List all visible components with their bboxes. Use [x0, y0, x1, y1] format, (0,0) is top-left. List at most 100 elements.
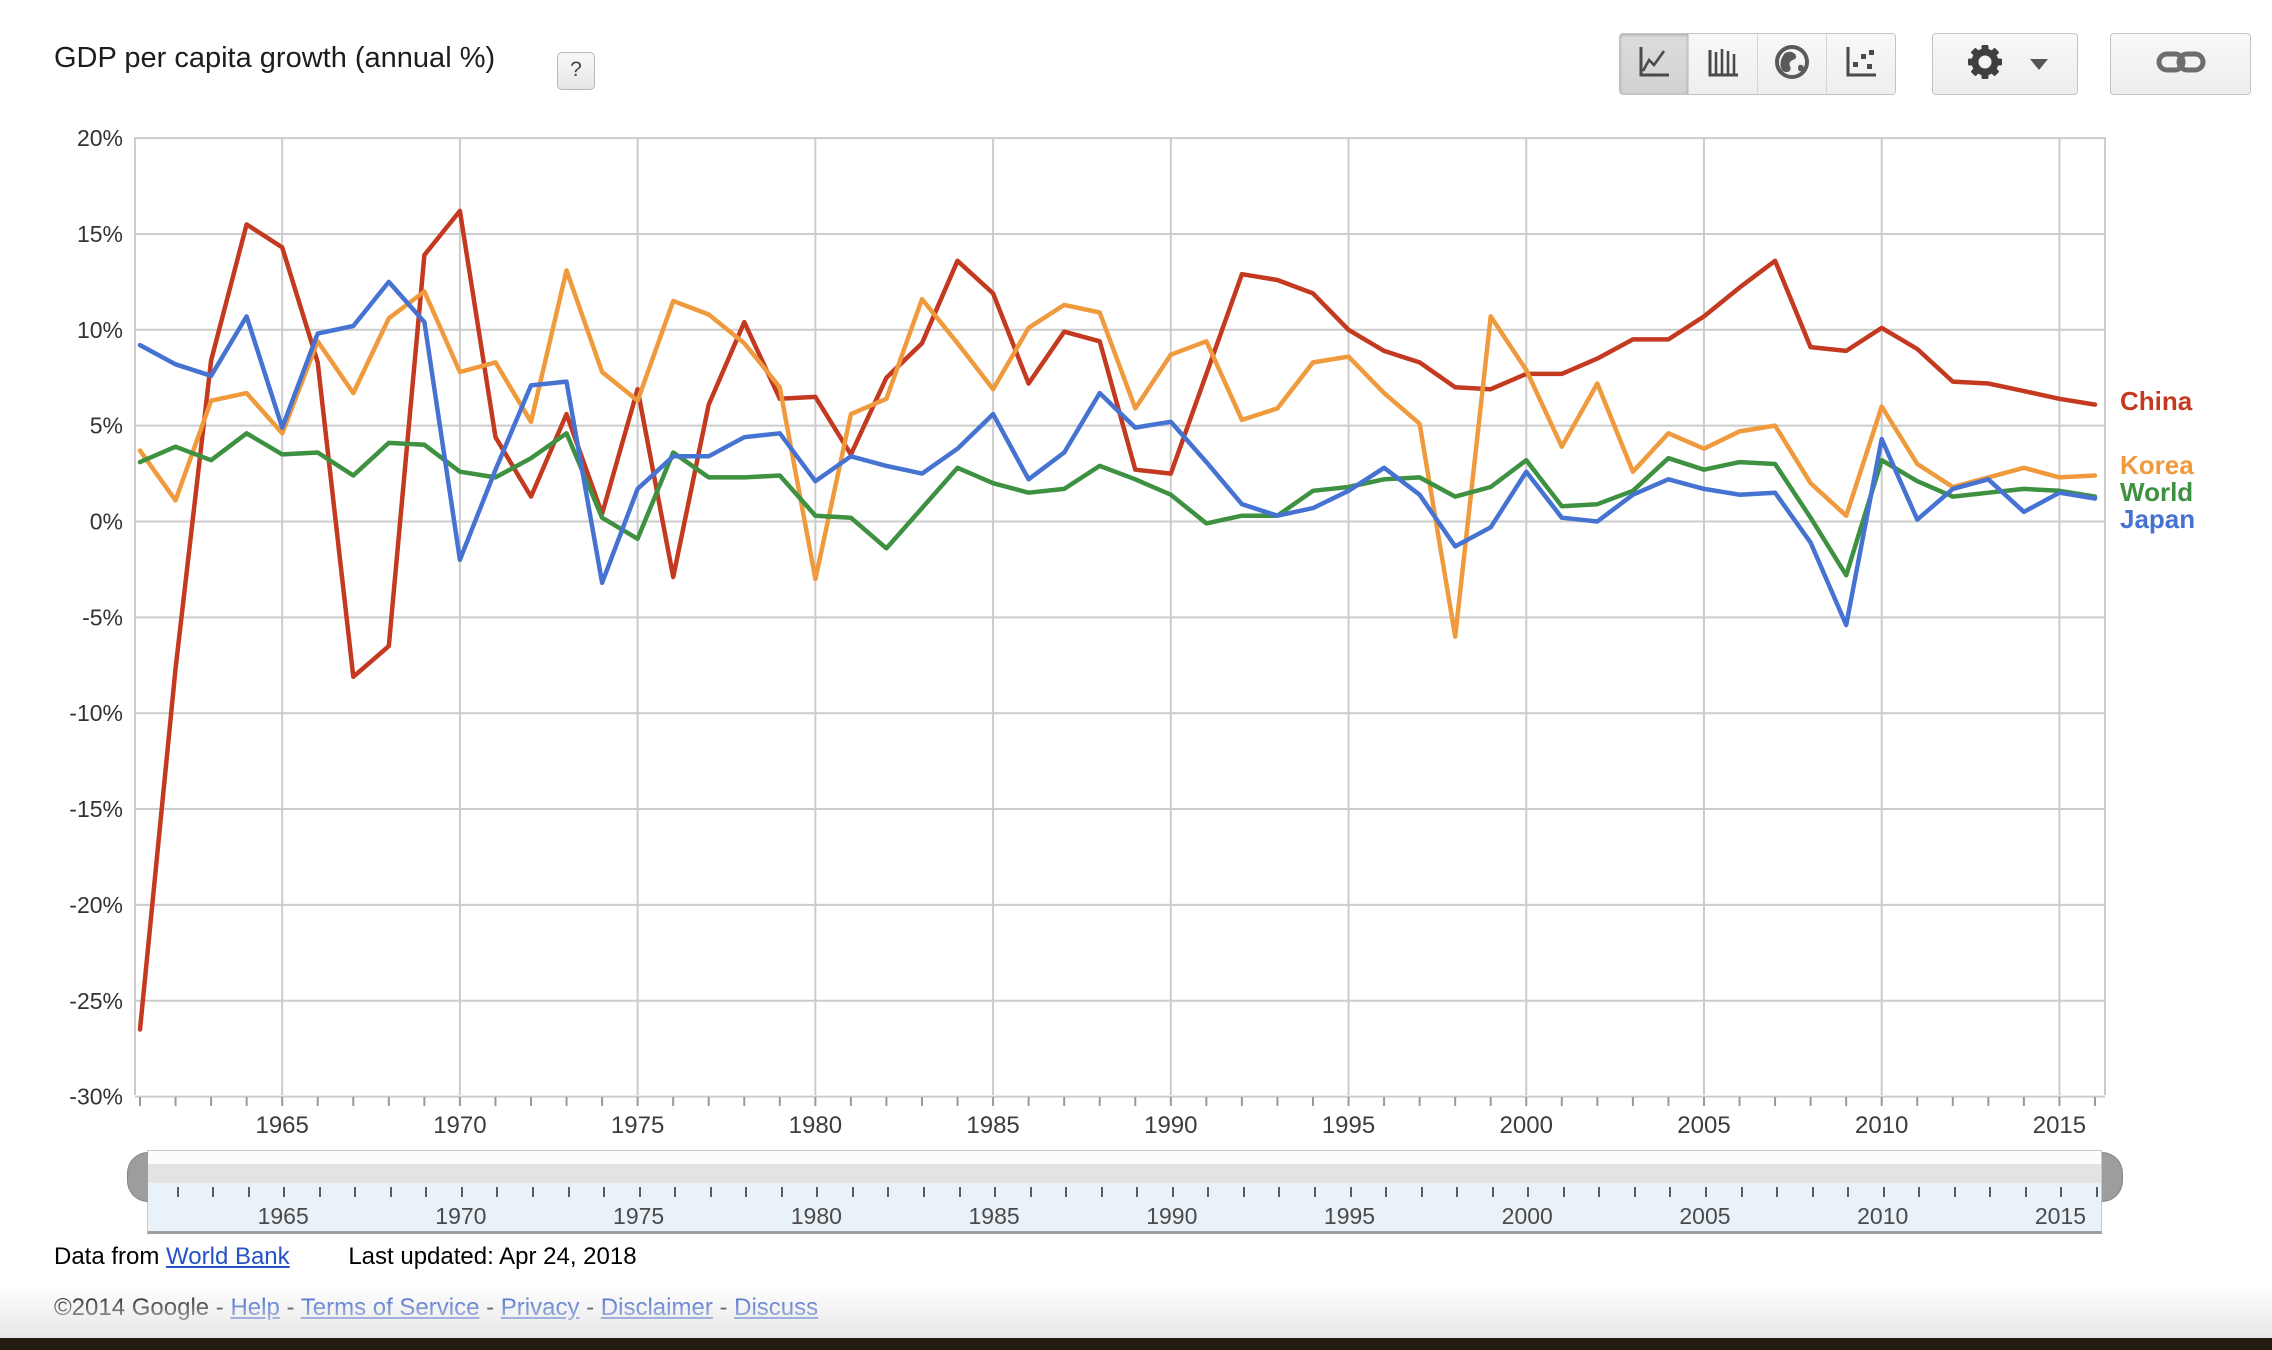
series-line-china[interactable]: [137, 208, 2098, 1032]
series-line-world[interactable]: [137, 431, 2098, 578]
x-axis-label: 2010: [1855, 1112, 1908, 1139]
slider-tick: [354, 1187, 357, 1197]
copyright-line: ©2014 Google - Help - Terms of Service -…: [54, 1294, 818, 1322]
slider-tick: [603, 1187, 606, 1197]
slider-tick: [1669, 1187, 1672, 1197]
slider-tick: [283, 1187, 286, 1197]
slider-tick: [1420, 1187, 1423, 1197]
x-axis-label: 1965: [255, 1112, 308, 1139]
slider-tick: [2095, 1187, 2098, 1197]
slider-tick: [1171, 1187, 1174, 1197]
slider-year-label: 1980: [790, 1203, 842, 1229]
slider-tick: [1278, 1187, 1281, 1197]
y-axis-label: -20%: [69, 892, 123, 918]
footer-separator: -: [279, 1294, 301, 1321]
slider-tick: [674, 1187, 677, 1197]
legend-item-china: China: [2120, 386, 2193, 416]
x-axis-label: 1985: [966, 1112, 1019, 1139]
slider-tick: [176, 1187, 179, 1197]
slider-year-label: 1985: [968, 1203, 1020, 1229]
slider-tick: [1313, 1187, 1316, 1197]
slider-year-label: 2010: [1857, 1203, 1909, 1229]
slider-tick: [567, 1187, 570, 1197]
slider-tick: [1491, 1187, 1494, 1197]
footer-link-terms-of-service[interactable]: Terms of Service: [300, 1294, 480, 1321]
footer-link-disclaimer[interactable]: Disclaimer: [600, 1294, 713, 1321]
slider-tick: [1349, 1187, 1352, 1197]
y-axis-label: 0%: [90, 509, 123, 535]
world-bank-link[interactable]: World Bank: [166, 1243, 290, 1270]
slider-tick: [1847, 1187, 1850, 1197]
slider-tick: [1953, 1187, 1956, 1197]
legend-item-korea: Korea: [2120, 450, 2194, 480]
series-line-japan[interactable]: [137, 279, 2098, 628]
slider-tick: [1989, 1187, 1992, 1197]
slider-tick: [1065, 1187, 1068, 1197]
x-axis-label: 1990: [1144, 1112, 1197, 1139]
bar-chart-icon: [1703, 42, 1743, 87]
footer-link-discuss[interactable]: Discuss: [734, 1294, 819, 1321]
slider-tick: [851, 1187, 854, 1197]
slider-tick: [780, 1187, 783, 1197]
slider-tick: [1207, 1187, 1210, 1197]
slider-tick: [1100, 1187, 1103, 1197]
line-chart-icon: [1634, 42, 1674, 87]
slider-tick: [1527, 1187, 1530, 1197]
time-range-slider[interactable]: 1965 1970 1975 1980 1985 1990 1995 2000 2005 2010…: [147, 1150, 2102, 1234]
legend-item-world: World: [2120, 477, 2194, 507]
slider-tick: [2060, 1187, 2063, 1197]
share-link-button[interactable]: [2110, 33, 2251, 95]
help-button[interactable]: ?: [557, 52, 595, 90]
slider-tick: [887, 1187, 890, 1197]
line-chart-button[interactable]: [1620, 34, 1689, 94]
series-line-korea[interactable]: [137, 268, 2098, 639]
bottom-edge-bar: [0, 1338, 2272, 1350]
bar-chart-button[interactable]: [1689, 34, 1758, 94]
slider-tick: [2024, 1187, 2027, 1197]
slider-tick: [460, 1187, 463, 1197]
y-axis-label: -10%: [69, 700, 123, 726]
settings-button[interactable]: [1932, 33, 2078, 95]
x-axis-label: 1980: [789, 1112, 842, 1139]
slider-tick: [745, 1187, 748, 1197]
slider-tick: [318, 1187, 321, 1197]
slider-track-top: [148, 1151, 2101, 1164]
slider-year-label: 1970: [435, 1203, 487, 1229]
slider-tick: [531, 1187, 534, 1197]
legend-item-japan: Japan: [2120, 504, 2196, 534]
data-from-label: Data from: [54, 1243, 160, 1270]
slider-tick: [1598, 1187, 1601, 1197]
footer-link-help[interactable]: Help: [230, 1294, 280, 1321]
slider-tick: [1385, 1187, 1388, 1197]
x-axis-label: 1995: [1322, 1112, 1375, 1139]
gear-icon: [1962, 39, 2008, 90]
map-chart-button[interactable]: [1758, 34, 1827, 94]
slider-tick: [816, 1187, 819, 1197]
slider-year-label: 1990: [1146, 1203, 1198, 1229]
slider-tick: [638, 1187, 641, 1197]
slider-year-label: 1975: [613, 1203, 665, 1229]
copyright-label: ©2014 Google: [54, 1294, 210, 1321]
slider-tick: [1242, 1187, 1245, 1197]
y-axis-label: -30%: [69, 1084, 123, 1110]
slider-tick: [496, 1187, 499, 1197]
slider-tick: [1776, 1187, 1779, 1197]
footer-link-privacy[interactable]: Privacy: [500, 1294, 580, 1321]
chevron-down-icon: [2030, 58, 2048, 70]
x-axis-label: 2015: [2033, 1112, 2086, 1139]
data-source-line: Data from World Bank Last updated: Apr 2…: [54, 1243, 637, 1271]
footer-separator: -: [712, 1294, 735, 1321]
slider-year-label: 2000: [1501, 1203, 1553, 1229]
footer-separator: -: [479, 1294, 501, 1321]
slider-range-band[interactable]: [148, 1164, 2101, 1183]
map-globe-icon: [1771, 41, 1813, 88]
scatter-chart-button[interactable]: [1827, 34, 1895, 94]
slider-tick: [709, 1187, 712, 1197]
y-axis-label: -25%: [69, 988, 123, 1014]
x-axis-label: 1970: [433, 1112, 486, 1139]
slider-tick: [1456, 1187, 1459, 1197]
slider-tick: [1740, 1187, 1743, 1197]
slider-tick: [994, 1187, 997, 1197]
